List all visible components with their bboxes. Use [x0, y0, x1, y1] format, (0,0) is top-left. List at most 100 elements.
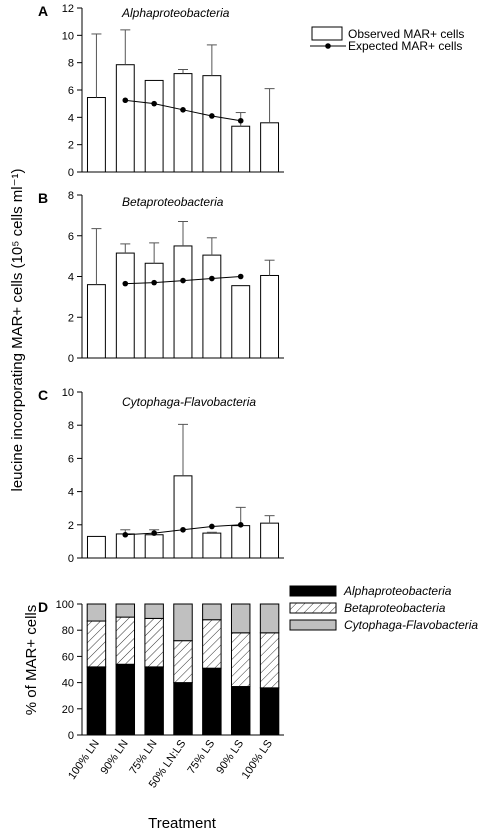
stacked-bar-segment — [86, 620, 107, 668]
observed-bar — [173, 475, 193, 559]
panel-title: Cytophaga-Flavobacteria — [122, 395, 256, 409]
y-tick-label: 0 — [68, 353, 74, 365]
panel-letter: D — [38, 599, 48, 615]
observed-bar — [202, 254, 222, 359]
observed-bar — [231, 125, 251, 173]
observed-bar — [86, 284, 106, 359]
x-tick-label: 75% LS — [185, 738, 217, 776]
legend-beta-label: Betaproteobacteria — [344, 601, 446, 615]
y-tick-label: 2 — [68, 312, 74, 324]
expected-point — [237, 117, 244, 124]
legend-beta-swatch — [289, 602, 337, 614]
y-tick-label: 0 — [68, 167, 74, 179]
legend-cf-swatch — [289, 619, 337, 631]
y-tick-label: 10 — [62, 30, 74, 42]
panel-title: Betaproteobacteria — [122, 195, 224, 209]
panel-d-y-axis-title: % of MAR+ cells — [23, 605, 40, 715]
legend-alpha-swatch — [289, 585, 337, 597]
expected-point — [180, 107, 186, 113]
observed-bar — [144, 79, 164, 173]
stacked-bar-segment — [202, 667, 222, 736]
stacked-bar-segment — [173, 603, 193, 642]
stacked-bar-segment — [115, 663, 136, 736]
y-tick-label: 6 — [68, 231, 74, 243]
legend-observed-swatch — [311, 26, 343, 41]
x-tick-label: 100% LN — [66, 738, 102, 782]
legend-d: Alphaproteobacteria Betaproteobacteria C… — [289, 584, 478, 632]
stacked-bar-segment — [202, 603, 222, 621]
observed-bar — [86, 535, 106, 559]
y-tick-label: 10 — [62, 387, 74, 399]
expected-point — [122, 531, 129, 538]
observed-bar — [86, 97, 106, 173]
stacked-bar-segment — [115, 603, 136, 618]
y-tick-label: 6 — [68, 85, 74, 97]
expected-point — [209, 113, 215, 119]
stacked-bar-segment — [86, 603, 107, 622]
stacked-bar-segment — [144, 617, 164, 668]
expected-point — [237, 522, 244, 528]
stacked-bar-segment — [259, 632, 280, 689]
shared-y-axis-title: leucine incorporating MAR+ cells (10⁵ ce… — [9, 168, 26, 491]
y-tick-label: 80 — [62, 625, 74, 637]
y-tick-label: 4 — [68, 112, 74, 124]
y-tick-label: 0 — [68, 730, 74, 742]
x-axis-title: Treatment — [148, 815, 217, 832]
expected-point — [151, 279, 157, 286]
expected-point — [151, 100, 157, 107]
expected-point — [209, 275, 215, 282]
observed-bar — [260, 274, 280, 359]
y-tick-label: 8 — [68, 190, 74, 202]
panel-a-chart: A Alphaproteobacteria 0 2 4 6 8 10 12 — [38, 3, 284, 179]
panel-letter: A — [38, 3, 48, 19]
y-tick-label: 4 — [68, 272, 74, 284]
observed-bar — [202, 532, 222, 559]
y-tick-label: 100 — [56, 599, 74, 611]
stacked-bar-segment — [259, 603, 280, 634]
observed-bar — [173, 245, 193, 359]
observed-bar — [231, 285, 251, 359]
expected-point — [180, 277, 186, 284]
panel-title: Alphaproteobacteria — [121, 6, 230, 20]
observed-bar — [144, 534, 164, 559]
y-tick-label: 6 — [68, 453, 74, 465]
observed-bar — [115, 64, 135, 173]
observed-bar — [173, 73, 193, 173]
stacked-bar-segment — [86, 666, 107, 736]
expected-point — [237, 273, 244, 280]
legend-top: Observed MAR+ cells Expected MAR+ cells — [310, 26, 464, 53]
panel-c-chart: C Cytophaga-Flavobacteria 0 2 4 6 8 10 — [38, 387, 284, 565]
observed-bar — [260, 522, 280, 559]
y-tick-label: 0 — [68, 553, 74, 565]
legend-expected-marker — [325, 43, 331, 49]
stacked-bar-segment — [230, 686, 251, 736]
y-tick-label: 8 — [68, 58, 74, 70]
legend-cf-label: Cytophaga-Flavobacteria — [344, 618, 478, 632]
expected-point — [151, 530, 157, 536]
panel-b-chart: B Betaproteobacteria 0 2 4 6 8 — [38, 190, 284, 365]
stacked-bar-segment — [202, 619, 222, 669]
y-tick-label: 4 — [68, 487, 74, 499]
observed-bar — [115, 252, 135, 359]
y-tick-label: 20 — [62, 704, 74, 716]
panel-letter: B — [38, 190, 48, 206]
observed-bar — [231, 525, 251, 559]
stacked-bar-segment — [173, 682, 193, 736]
observed-bar — [260, 122, 280, 173]
stacked-bar-segment — [173, 640, 193, 684]
stacked-bar-segment — [230, 603, 251, 634]
expected-point — [180, 526, 186, 533]
panel-letter: C — [38, 387, 48, 403]
legend-alpha-label: Alphaproteobacteria — [343, 584, 452, 598]
y-tick-label: 60 — [62, 651, 74, 663]
legend-observed-label: Observed MAR+ cells — [348, 27, 464, 41]
observed-bar — [144, 262, 164, 359]
y-tick-label: 40 — [62, 678, 74, 690]
x-tick-label: 90% LN — [98, 738, 130, 777]
stacked-bar-segment — [230, 632, 251, 688]
stacked-bar-segment — [144, 603, 164, 619]
y-tick-label: 12 — [62, 3, 74, 15]
stacked-bar-segment — [144, 666, 164, 736]
